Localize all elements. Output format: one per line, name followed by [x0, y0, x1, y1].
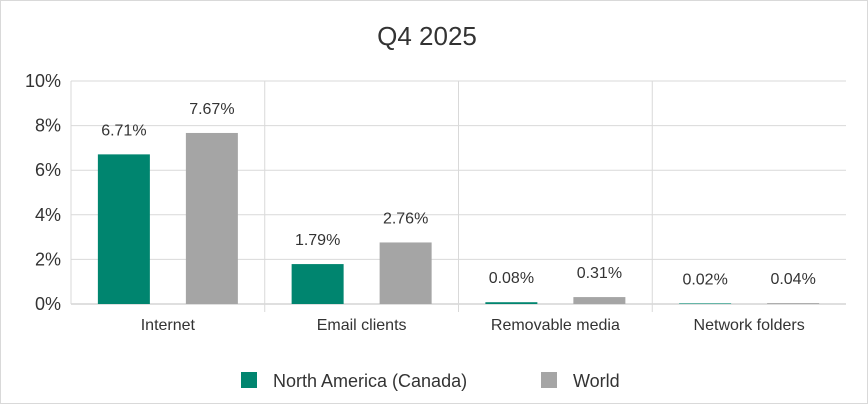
- data-label: 0.08%: [489, 270, 534, 287]
- x-tick-label: Network folders: [694, 317, 805, 334]
- bar-world: [573, 297, 626, 304]
- legend-swatch: [241, 372, 257, 388]
- chart-title: Q4 2025: [377, 21, 477, 51]
- legend: North America (Canada) World: [241, 371, 620, 391]
- data-label: 2.76%: [383, 210, 428, 227]
- bar-north-america: [485, 302, 538, 304]
- legend-label: North America (Canada): [273, 371, 467, 391]
- data-label: 6.71%: [101, 122, 146, 139]
- y-tick-label: 4%: [35, 205, 61, 225]
- bars: [97, 132, 820, 304]
- data-label: 0.02%: [682, 272, 727, 289]
- bar-north-america: [97, 154, 150, 304]
- y-tick-label: 6%: [35, 160, 61, 180]
- bar-world: [379, 242, 432, 304]
- bar-north-america: [679, 303, 732, 304]
- y-tick-label: 0%: [35, 294, 61, 314]
- x-axis: Internet Email clients Removable media Netw…: [141, 317, 805, 334]
- data-label: 0.04%: [770, 271, 815, 288]
- y-tick-label: 2%: [35, 249, 61, 269]
- legend-swatch: [541, 372, 557, 388]
- data-labels: 6.71% 7.67% 1.79% 2.76% 0.08% 0.31% 0.02% 0.04%: [101, 101, 816, 289]
- bar-north-america: [291, 264, 344, 304]
- data-label: 1.79%: [295, 232, 340, 249]
- y-axis: 0% 2% 4% 6% 8% 10%: [25, 71, 61, 314]
- x-tick-label: Email clients: [317, 317, 407, 334]
- data-label: 0.31%: [577, 265, 622, 282]
- y-tick-label: 10%: [25, 71, 61, 91]
- x-tick-label: Removable media: [491, 317, 620, 334]
- data-label: 7.67%: [189, 101, 234, 118]
- bar-world: [767, 303, 820, 304]
- legend-label: World: [573, 371, 620, 391]
- x-tick-label: Internet: [141, 317, 196, 334]
- bar-world: [185, 132, 238, 304]
- y-tick-label: 8%: [35, 116, 61, 136]
